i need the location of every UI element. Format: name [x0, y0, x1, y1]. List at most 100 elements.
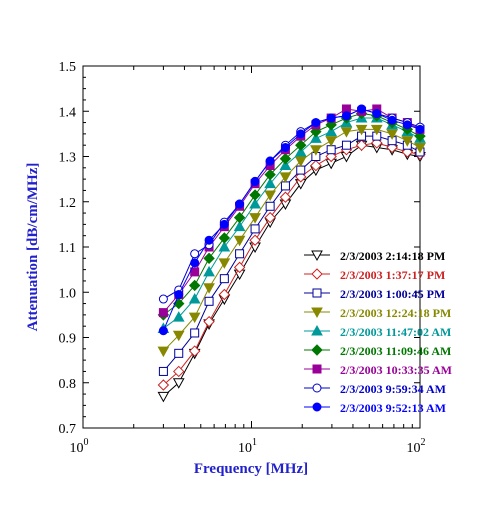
legend-entry: 2/3/2003 11:09:46 AM [304, 344, 451, 358]
data-point [340, 127, 353, 138]
data-point [265, 201, 275, 211]
series-4 [157, 124, 426, 358]
legend-label: 2/3/2003 2:14:18 PM [340, 249, 445, 263]
data-point [203, 252, 215, 265]
data-point [249, 197, 261, 209]
data-point [326, 145, 336, 155]
data-point [172, 311, 185, 322]
data-point [279, 172, 292, 183]
data-point [355, 124, 368, 136]
legend-marker [311, 250, 323, 262]
y-tick-label: 1.3 [59, 151, 77, 166]
series-layer [157, 104, 426, 403]
data-point [294, 145, 307, 157]
legend-label: 2/3/2003 1:00:45 PM [340, 287, 445, 301]
legend: 2/3/2003 2:14:18 PM 2/3/2003 1:37:17 PM 2/… [304, 249, 452, 415]
data-point [190, 249, 200, 259]
data-point [294, 156, 307, 168]
legend-marker [311, 324, 323, 336]
data-point [203, 283, 215, 294]
y-tick-label: 1.5 [59, 60, 77, 75]
data-point [158, 326, 168, 336]
data-point [401, 136, 414, 147]
x-tick-label: 102 [407, 437, 426, 456]
data-point [295, 139, 307, 151]
data-point [357, 104, 367, 114]
data-point [173, 365, 185, 378]
data-point [157, 391, 170, 403]
y-tick-label: 0.9 [59, 332, 77, 347]
data-point [280, 181, 290, 191]
data-point [218, 288, 231, 301]
data-point [219, 274, 229, 284]
legend-marker [311, 268, 323, 280]
data-point [188, 279, 201, 292]
data-point [386, 129, 398, 140]
legend-marker [312, 364, 322, 374]
data-point [249, 189, 261, 201]
data-point [279, 153, 292, 165]
legend-label: 2/3/2003 10:33:35 AM [340, 363, 452, 377]
data-point [188, 345, 201, 357]
data-point [188, 312, 201, 324]
y-tick-label: 0.8 [59, 377, 77, 392]
data-point [370, 124, 383, 136]
data-point [310, 145, 322, 156]
data-point [279, 191, 292, 203]
data-point [158, 294, 168, 304]
data-point [325, 136, 338, 147]
data-point [218, 232, 231, 244]
data-point [172, 330, 185, 342]
data-point [264, 177, 276, 189]
data-point [158, 366, 168, 376]
data-point [414, 142, 426, 154]
data-point [233, 211, 246, 224]
data-point [233, 220, 246, 232]
y-tick-label: 1.2 [59, 196, 77, 211]
legend-label: 2/3/2003 1:37:17 PM [340, 268, 445, 282]
legend-entry: 2/3/2003 2:14:18 PM [304, 249, 445, 263]
legend-marker [312, 402, 322, 412]
data-point [233, 235, 246, 247]
data-point [264, 190, 276, 201]
data-point [188, 293, 201, 304]
data-point [355, 139, 368, 151]
axis-tick-labels: 0.7 0.8 0.9 1.0 1.1 1.2 1.3 1.4 1.5 100 101 102 [59, 60, 426, 456]
data-point [326, 113, 336, 123]
x-tick-label: 100 [70, 437, 89, 456]
data-point [250, 224, 260, 234]
legend-label: 2/3/2003 11:09:46 AM [340, 344, 451, 358]
data-point [190, 258, 200, 268]
data-point [204, 296, 214, 306]
data-point [157, 346, 170, 358]
y-tick-label: 1.0 [59, 286, 77, 301]
data-point [372, 109, 382, 119]
data-point [203, 265, 215, 277]
y-tick-label: 0.7 [59, 422, 77, 437]
data-point [203, 315, 215, 328]
legend-marker [312, 383, 322, 393]
data-point [402, 120, 412, 130]
legend-entry: 2/3/2003 1:00:45 PM [304, 287, 445, 301]
legend-label: 2/3/2003 9:52:13 AM [340, 401, 446, 415]
data-point [264, 211, 276, 224]
data-point [279, 159, 292, 171]
legend-label: 2/3/2003 12:24:18 PM [340, 306, 451, 320]
legend-label: 2/3/2003 11:47:02 AM [340, 325, 451, 339]
legend-entry: 2/3/2003 9:52:13 AM [304, 401, 446, 415]
legend-entry: 2/3/2003 1:37:17 PM [304, 268, 445, 282]
legend-marker [311, 307, 323, 319]
data-point [310, 132, 322, 143]
data-point [157, 379, 170, 391]
data-point [174, 290, 184, 300]
data-point [219, 219, 229, 229]
data-point [341, 111, 351, 121]
data-point [325, 125, 338, 137]
data-point [264, 168, 276, 181]
legend-entry: 2/3/2003 9:59:34 AM [304, 382, 446, 396]
data-point [174, 348, 184, 358]
data-point [158, 308, 168, 318]
data-point [387, 115, 397, 125]
data-point [235, 199, 245, 209]
